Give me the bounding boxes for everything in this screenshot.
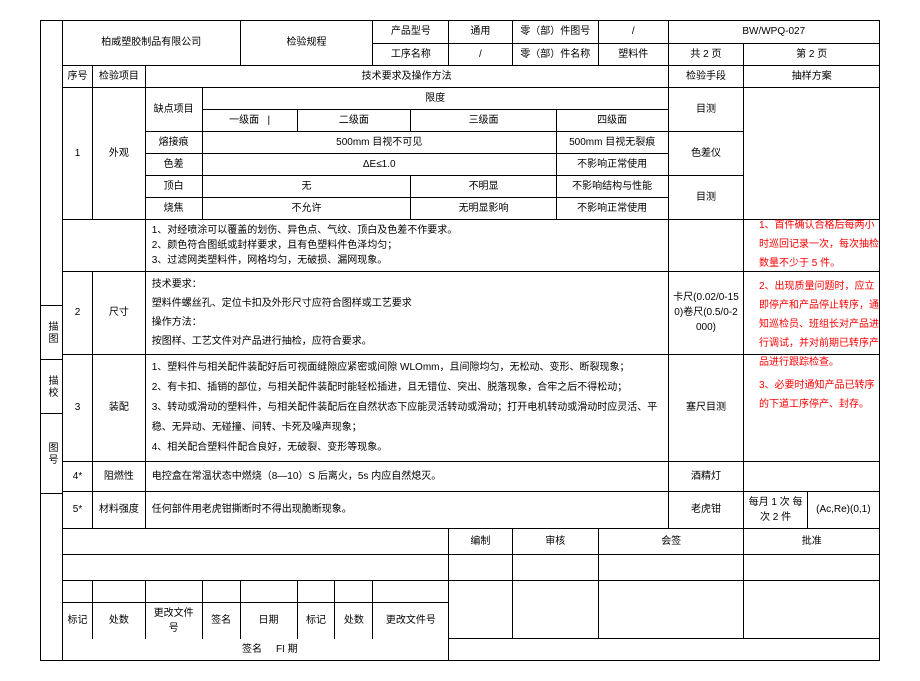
sign-made: 编制 — [449, 528, 512, 554]
r1-topwhite: 顶白 — [145, 175, 202, 197]
r1-burn: 烧焦 — [145, 197, 202, 219]
r1-burn-v1: 不允许 — [202, 197, 411, 219]
rev-mark: 标记 — [63, 602, 93, 639]
page-cur: 第 2 页 — [744, 43, 879, 65]
r1-num: 1 — [63, 87, 93, 219]
r4-num: 4* — [63, 461, 93, 491]
main-table: 柏威塑胶制品有限公司 检验规程 产品型号 通用 零（部）件图号 / BW/WPQ… — [63, 21, 879, 660]
sign-check: 审核 — [512, 528, 598, 554]
r1-color-v2: 不影响正常使用 — [556, 153, 668, 175]
left-vertical-rail: 描图 描校 图号 — [41, 21, 63, 660]
r1-g3: 三级面 — [411, 109, 556, 131]
head-method: 检验手段 — [668, 65, 744, 87]
r1-method-colorimeter: 色差仪 — [668, 131, 744, 175]
r1-color-v1: ΔE≤1.0 — [202, 153, 556, 175]
r1-method-visual-1: 目测 — [668, 87, 744, 131]
r2-num: 2 — [63, 271, 93, 354]
r1-weld: 熔接痕 — [145, 131, 202, 153]
r1-burn-v3: 不影响正常使用 — [556, 197, 668, 219]
r4-text: 电控盒在常温状态中燃烧（8—10）S 后离火，5s 内应自然熄灭。 — [145, 461, 668, 491]
rail-base-no: 图号 — [41, 413, 62, 493]
r5-method: 老虎钳 — [668, 491, 744, 528]
r1-notes: 1、对经喷涂可以覆盖的划伤、异色点、气纹、顶白及色差不作要求。 2、颜色符合图纸… — [145, 219, 668, 271]
head-tech: 技术要求及操作方法 — [145, 65, 668, 87]
lbl-product-model: 产品型号 — [373, 21, 449, 43]
sign-approve: 批准 — [744, 528, 879, 554]
r1-top-v1: 无 — [202, 175, 411, 197]
r2-method: 卡尺(0.02/0-150)卷尺(0.5/0-2000) — [668, 271, 744, 354]
r1-g1: 一级面 | — [202, 109, 297, 131]
r1-notes-gap — [63, 219, 145, 271]
head-item: 检验项目 — [93, 65, 146, 87]
head-seq: 序号 — [63, 65, 93, 87]
rev-date: 日期 — [240, 602, 297, 639]
rail-blank — [41, 493, 62, 660]
rev-count2: 处数 — [335, 602, 373, 639]
r2-text: 技术要求： 塑料件螺丝孔、定位卡扣及外形尺寸应符合图样或工艺要求 操作方法： 按… — [145, 271, 668, 354]
r1-top-v2: 不明显 — [411, 175, 556, 197]
r1-g2: 二级面 — [297, 109, 411, 131]
r1-weld-v2: 500mm 目视无裂痕 — [556, 131, 668, 153]
r3-num: 3 — [63, 354, 93, 461]
lbl-part-no: 零（部）件图号 — [512, 21, 598, 43]
company-name: 柏威塑胶制品有限公司 — [63, 21, 240, 65]
r4-item: 阻燃性 — [93, 461, 146, 491]
r1-item: 外观 — [93, 87, 146, 219]
inspection-sheet: 描图 描校 图号 柏威塑胶制品有限公司 检验规程 产品型号 通用 零（部）件图号… — [40, 20, 880, 661]
page-total: 共 2 页 — [668, 43, 744, 65]
rev-sign: 签名 — [202, 602, 240, 639]
r5-acre: (Ac,Re)(0,1) — [807, 491, 879, 528]
rev-file2: 更改文件号 — [373, 602, 449, 639]
doc-title: 检验规程 — [240, 21, 373, 65]
lbl-part-name: 零（部）件名称 — [512, 43, 598, 65]
rev-count: 处数 — [93, 602, 146, 639]
rail-sketch: 描图 — [41, 305, 62, 359]
lbl-process-name: 工序名称 — [373, 43, 449, 65]
r5-num: 5* — [63, 491, 93, 528]
rev-fdate: FI 期 — [276, 644, 298, 655]
val-part-no: / — [598, 21, 668, 43]
r1-top-v3: 不影响结构与性能 — [556, 175, 668, 197]
r1-plan — [744, 87, 879, 219]
r1-g4: 四级面 — [556, 109, 668, 131]
head-plan: 抽样方案 — [744, 65, 879, 87]
r1-burn-v2: 无明显影响 — [411, 197, 556, 219]
rev-mark2: 标记 — [297, 602, 335, 639]
r2-item: 尺寸 — [93, 271, 146, 354]
r1-limit-label: 限度 — [202, 87, 668, 109]
r4-method: 酒精灯 — [668, 461, 744, 491]
rev-sign3: 签名 — [242, 644, 262, 655]
r5-item: 材料强度 — [93, 491, 146, 528]
r3-item: 装配 — [93, 354, 146, 461]
rail-sketch-check: 描校 — [41, 359, 62, 413]
r1-method-visual-2: 目测 — [668, 175, 744, 219]
r5-text: 任何部件用老虎钳撕断时不得出现脆断现象。 — [145, 491, 668, 528]
r1-defect-label: 缺点项目 — [145, 87, 202, 131]
rev-file: 更改文件号 — [145, 602, 202, 639]
r5-plan: 每月 1 次 每次 2 件 — [744, 491, 807, 528]
main-table-area: 柏威塑胶制品有限公司 检验规程 产品型号 通用 零（部）件图号 / BW/WPQ… — [63, 21, 879, 660]
r3-text: 1、塑料件与相关配件装配好后可视面缝隙应紧密或间隙 WLOmm，且间隙均匀，无松… — [145, 354, 668, 461]
r1-weld-v1: 500mm 目视不可见 — [202, 131, 556, 153]
doc-no: BW/WPQ-027 — [668, 21, 879, 43]
val-process-name: / — [449, 43, 512, 65]
val-product-model: 通用 — [449, 21, 512, 43]
val-part-name: 塑料件 — [598, 43, 668, 65]
r1-colordiff: 色差 — [145, 153, 202, 175]
r3-method: 塞尺目测 — [668, 354, 744, 461]
sign-cosign: 会签 — [598, 528, 743, 554]
